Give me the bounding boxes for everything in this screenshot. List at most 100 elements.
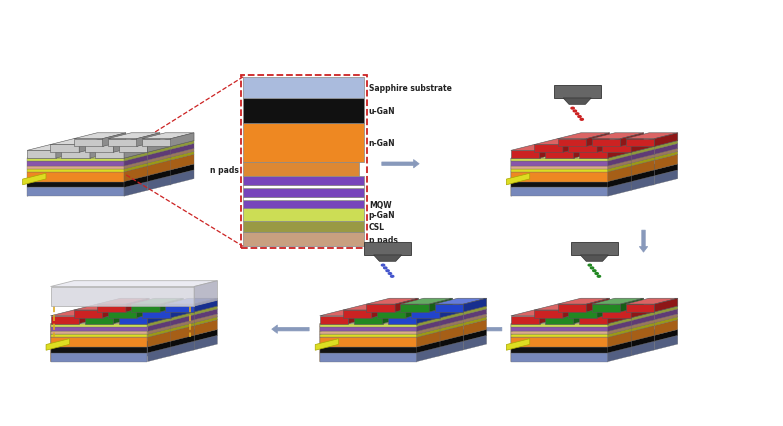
- Polygon shape: [539, 145, 563, 159]
- Polygon shape: [631, 150, 655, 161]
- Polygon shape: [74, 152, 194, 158]
- Polygon shape: [435, 304, 464, 312]
- Polygon shape: [592, 133, 644, 139]
- Bar: [364, 243, 411, 255]
- Polygon shape: [319, 327, 417, 331]
- Polygon shape: [557, 164, 678, 170]
- Polygon shape: [557, 326, 655, 336]
- Polygon shape: [50, 158, 171, 164]
- Polygon shape: [597, 139, 620, 153]
- Bar: [244, 78, 364, 99]
- Polygon shape: [27, 151, 56, 159]
- Polygon shape: [608, 326, 631, 334]
- Polygon shape: [534, 164, 631, 167]
- Polygon shape: [417, 318, 440, 327]
- Polygon shape: [579, 145, 631, 151]
- Polygon shape: [124, 164, 147, 173]
- Polygon shape: [142, 310, 171, 318]
- Circle shape: [573, 111, 576, 112]
- Polygon shape: [435, 299, 486, 304]
- Polygon shape: [50, 156, 147, 161]
- Polygon shape: [373, 255, 402, 262]
- Polygon shape: [631, 320, 655, 329]
- Polygon shape: [440, 320, 464, 329]
- Polygon shape: [51, 341, 171, 347]
- Polygon shape: [50, 176, 171, 182]
- Polygon shape: [74, 155, 171, 158]
- Polygon shape: [171, 133, 194, 147]
- Text: u-GaN: u-GaN: [369, 107, 395, 116]
- Bar: [241, 76, 366, 248]
- Polygon shape: [620, 299, 644, 312]
- Polygon shape: [23, 174, 46, 185]
- Circle shape: [580, 119, 583, 121]
- Polygon shape: [147, 139, 171, 153]
- Polygon shape: [74, 320, 194, 326]
- Polygon shape: [171, 320, 194, 329]
- Polygon shape: [608, 331, 631, 347]
- Polygon shape: [586, 133, 610, 147]
- Polygon shape: [511, 353, 608, 362]
- Polygon shape: [147, 161, 171, 176]
- Polygon shape: [406, 304, 429, 318]
- Polygon shape: [51, 347, 147, 353]
- Polygon shape: [608, 145, 631, 159]
- Circle shape: [597, 276, 601, 278]
- Polygon shape: [343, 318, 440, 321]
- Polygon shape: [160, 299, 183, 312]
- Polygon shape: [147, 321, 171, 331]
- Polygon shape: [119, 310, 171, 316]
- Polygon shape: [534, 329, 631, 331]
- Text: Sapphire substrate: Sapphire substrate: [369, 83, 452, 92]
- Polygon shape: [557, 155, 678, 161]
- Polygon shape: [108, 133, 160, 139]
- Polygon shape: [97, 330, 218, 336]
- Polygon shape: [511, 170, 608, 173]
- Polygon shape: [124, 145, 147, 159]
- Polygon shape: [626, 299, 678, 304]
- Polygon shape: [592, 304, 620, 312]
- Polygon shape: [171, 149, 194, 158]
- Polygon shape: [464, 330, 486, 341]
- Polygon shape: [631, 158, 655, 167]
- Polygon shape: [464, 336, 486, 350]
- Polygon shape: [366, 320, 486, 326]
- Text: n pads: n pads: [211, 165, 240, 174]
- Polygon shape: [511, 331, 631, 337]
- Polygon shape: [655, 330, 678, 341]
- Polygon shape: [597, 304, 620, 318]
- Polygon shape: [79, 310, 103, 324]
- Polygon shape: [194, 320, 218, 336]
- Polygon shape: [50, 176, 147, 182]
- Polygon shape: [534, 315, 655, 321]
- Polygon shape: [85, 310, 137, 316]
- Polygon shape: [655, 306, 678, 315]
- Polygon shape: [511, 334, 608, 337]
- Polygon shape: [74, 150, 171, 155]
- Polygon shape: [56, 145, 79, 159]
- Polygon shape: [74, 133, 126, 139]
- Polygon shape: [27, 182, 147, 188]
- Polygon shape: [74, 170, 171, 176]
- Polygon shape: [534, 341, 631, 347]
- Polygon shape: [147, 176, 171, 191]
- Polygon shape: [74, 326, 171, 329]
- Polygon shape: [534, 161, 631, 164]
- Polygon shape: [511, 159, 608, 162]
- Bar: [244, 162, 359, 177]
- Polygon shape: [388, 316, 417, 324]
- Polygon shape: [147, 326, 171, 334]
- Polygon shape: [27, 188, 124, 197]
- Polygon shape: [534, 145, 563, 153]
- Polygon shape: [51, 327, 147, 331]
- Polygon shape: [50, 170, 171, 176]
- Polygon shape: [74, 310, 103, 318]
- Polygon shape: [97, 312, 194, 315]
- Polygon shape: [319, 331, 417, 334]
- Polygon shape: [97, 306, 218, 312]
- Polygon shape: [194, 336, 218, 350]
- Polygon shape: [97, 304, 126, 312]
- Polygon shape: [511, 310, 563, 316]
- Bar: [244, 209, 364, 222]
- Polygon shape: [383, 310, 406, 324]
